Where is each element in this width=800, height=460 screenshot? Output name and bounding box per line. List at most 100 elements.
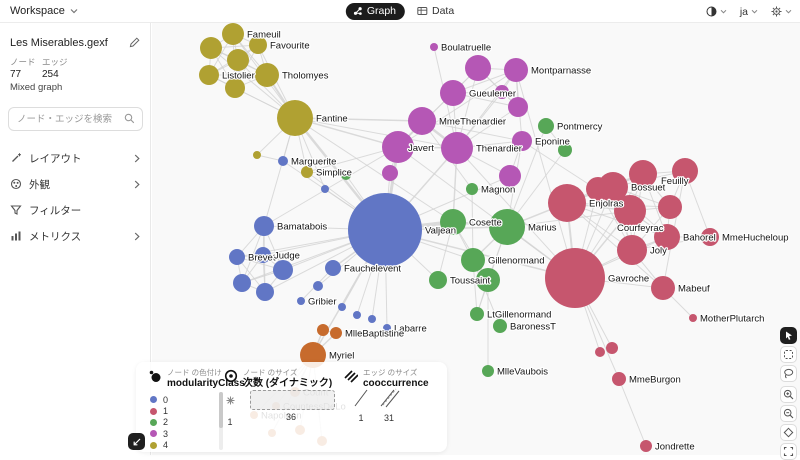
sidebar-item-label: フィルター <box>29 204 82 217</box>
node-label: MlleBaptistine <box>345 329 404 340</box>
workspace-menu-button[interactable]: Workspace <box>10 5 78 17</box>
fullscreen-button[interactable] <box>780 443 797 460</box>
node-label: Marius <box>528 223 557 234</box>
graph-file-row: Les Miserables.gexf <box>10 37 140 49</box>
language-selector-button[interactable]: ja <box>740 6 758 18</box>
collapse-caption-button[interactable] <box>128 433 145 450</box>
node-size-legend: ノード のサイズ 次数 (ダイナミック) <box>224 368 332 389</box>
node-label: Magnon <box>481 185 515 196</box>
edge-size-section-label: エッジ のサイズ <box>363 368 418 377</box>
theme-contrast-icon <box>706 6 717 17</box>
node-label: Fantine <box>316 114 348 125</box>
color-swatch <box>150 396 157 404</box>
color-item-label: 1 <box>163 406 169 417</box>
node-label: Gribier <box>308 297 337 308</box>
node-label: Judge <box>274 251 300 262</box>
node-label: Fameuil <box>247 30 281 41</box>
language-label: ja <box>739 5 748 18</box>
node-label: Valjean <box>425 226 456 237</box>
marquee-select-button[interactable] <box>780 346 797 363</box>
zoom-in-button[interactable] <box>780 386 797 403</box>
search-icon <box>124 113 135 124</box>
legend-scrollbar-thumb[interactable] <box>219 392 223 428</box>
sidebar-item-metrics[interactable]: メトリクス <box>0 223 150 249</box>
node-label: MlleVaubois <box>497 367 548 378</box>
metrics-icon <box>10 230 26 242</box>
node-size-min-value: 1 <box>227 417 233 427</box>
chevron-right-icon <box>134 180 140 188</box>
edges-count-label: エッジ <box>42 57 68 67</box>
lasso-select-button[interactable] <box>780 365 797 382</box>
node-label: Courfeyrac <box>617 223 664 234</box>
color-swatch <box>150 418 157 426</box>
node-label: Feuilly <box>661 176 689 187</box>
tab-data[interactable]: Data <box>417 5 454 17</box>
node-label: Favourite <box>270 41 310 52</box>
node-label: Gueulemer <box>469 89 516 100</box>
color-swatch <box>150 441 157 449</box>
sidebar-menu: レイアウト 外観 フィルター メトリクス <box>0 145 150 249</box>
color-item-label: 2 <box>163 417 169 428</box>
node-label: Myriel <box>329 351 354 362</box>
select-cursor-button[interactable] <box>780 327 797 344</box>
node-label: Enjolras <box>589 199 624 210</box>
sidebar-item-layout[interactable]: レイアウト <box>0 145 150 171</box>
node-label: Labarre <box>394 324 427 335</box>
sidebar-item-filters[interactable]: フィルター <box>0 197 150 223</box>
node-color-items: 0 1 2 3 4 <box>150 394 168 451</box>
color-item: 0 <box>150 394 168 405</box>
edit-pencil-icon[interactable] <box>129 37 140 48</box>
sidebar-item-label: 外観 <box>29 178 50 191</box>
color-swatch <box>150 407 157 415</box>
node-label: Jondrette <box>655 442 695 453</box>
graph-type-label: Mixed graph <box>10 82 63 93</box>
node-size-max-value: 36 <box>285 412 296 422</box>
color-item: 2 <box>150 417 168 428</box>
edge-size-legend: エッジ のサイズ cooccurrence <box>344 368 429 389</box>
fullscreen-icon <box>783 446 794 457</box>
node-color-icon <box>149 370 161 382</box>
node-label: Mabeuf <box>678 284 710 295</box>
edge-size-min-value: 1 <box>358 413 364 423</box>
chevron-right-icon <box>134 232 140 240</box>
zoom-out-button[interactable] <box>780 405 797 422</box>
edge-size-max: 31 <box>378 388 400 423</box>
node-size-section-label: ノード のサイズ <box>243 368 298 377</box>
chevron-down-icon <box>785 9 792 14</box>
sidebar-item-appearance[interactable]: 外観 <box>0 171 150 197</box>
theme-toggle-button[interactable] <box>706 6 727 17</box>
settings-menu-button[interactable] <box>771 6 792 17</box>
node-label: Gillenormand <box>488 256 545 267</box>
node-label: MmeHucheloup <box>722 233 789 244</box>
color-item-label: 3 <box>163 428 169 439</box>
thin-edge-icon <box>354 389 368 407</box>
node-label: Gavroche <box>608 274 649 285</box>
tab-graph[interactable]: Graph <box>345 2 405 20</box>
search-box <box>8 107 143 131</box>
edges-count-value: 254 <box>42 69 59 80</box>
node-label: Listolier <box>222 71 255 82</box>
sidebar-item-label: メトリクス <box>29 230 82 243</box>
gear-icon <box>771 6 782 17</box>
node-label: Javert <box>408 143 434 154</box>
reset-view-button[interactable] <box>780 424 797 441</box>
node-size-min: 1 <box>222 392 238 427</box>
search-input[interactable] <box>8 107 143 131</box>
data-table-icon <box>417 7 428 15</box>
graph-stats: ノード エッジ 77 254 <box>10 56 140 80</box>
color-item: 1 <box>150 405 168 416</box>
node-label: Toussaint <box>450 276 490 287</box>
edge-size-icon <box>344 370 358 383</box>
node-label: Montparnasse <box>531 66 591 77</box>
node-label: Bamatabois <box>277 222 327 233</box>
graph-stage: Fameuil Favourite Listolier Tholomyes Fantin… <box>152 23 800 455</box>
edge-size-max-value: 31 <box>383 413 394 423</box>
node-label: Fauchelevent <box>344 264 401 275</box>
legend-scrollbar[interactable] <box>219 392 223 450</box>
selection-tools <box>780 327 797 382</box>
collapse-arrow-icon <box>133 438 140 445</box>
node-size-range-box[interactable] <box>250 390 335 410</box>
edge-size-min: 1 <box>350 388 372 423</box>
node-label: Bossuet <box>631 183 666 194</box>
